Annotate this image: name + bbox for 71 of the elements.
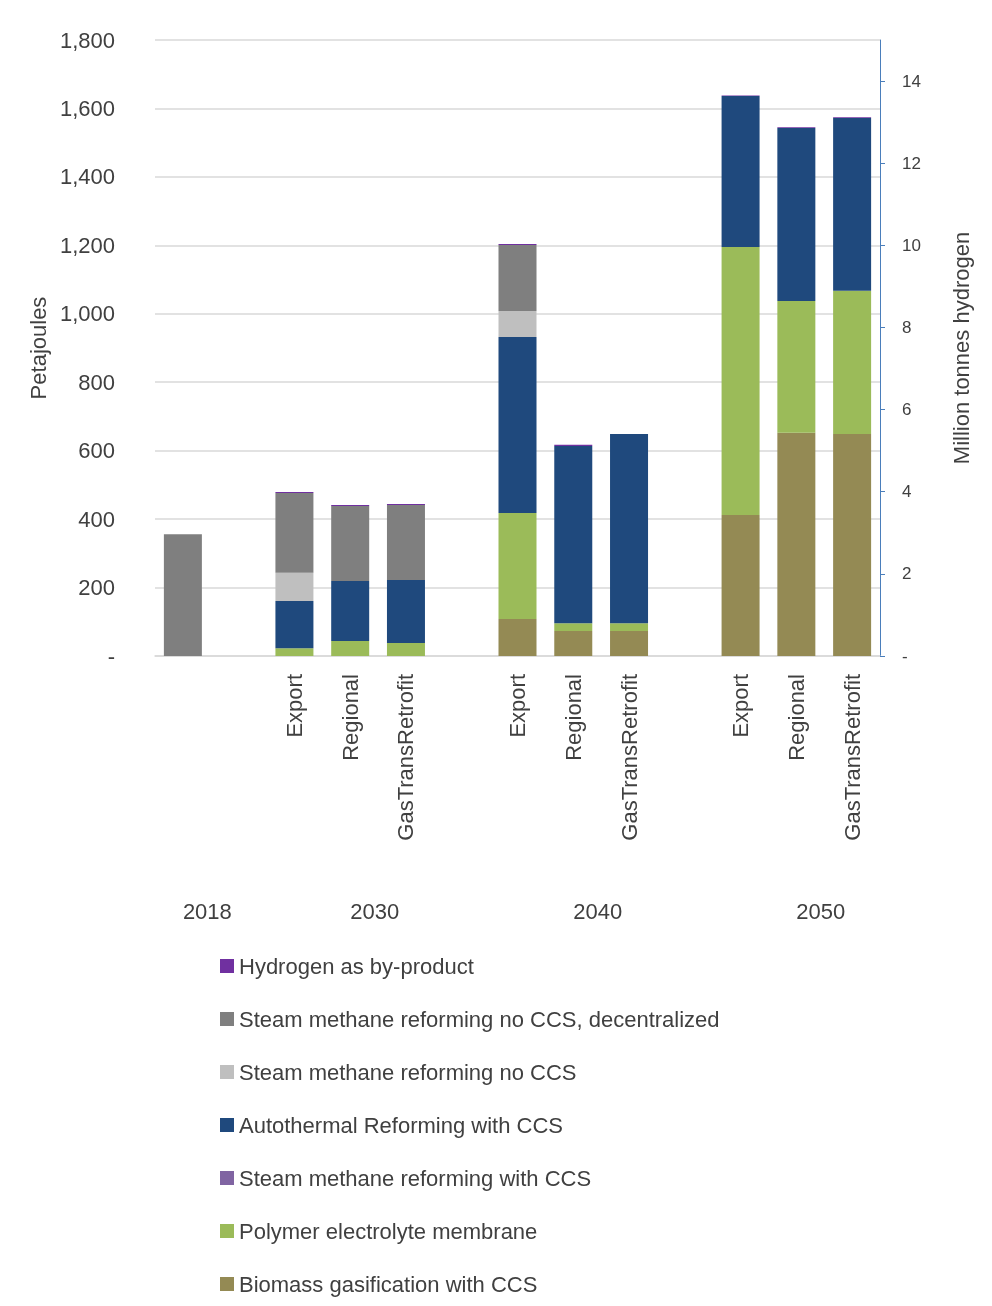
y-tick-label: - xyxy=(107,643,115,669)
x-tick-label: Regional xyxy=(560,674,586,761)
text: 2018 xyxy=(182,898,232,924)
bar xyxy=(275,600,314,649)
y2-tick-label: 6 xyxy=(902,400,912,420)
bar xyxy=(833,290,872,434)
bar xyxy=(386,643,425,656)
legend-label: Biomass gasification with CCS xyxy=(239,1271,538,1297)
bar xyxy=(331,506,370,582)
bar xyxy=(554,631,593,656)
y2-axis-title: Million tonnes hydrogen xyxy=(948,231,974,465)
bar xyxy=(386,505,425,581)
y2-tick-label: 4 xyxy=(902,482,912,502)
bar xyxy=(610,623,649,632)
y2-tick-label: 14 xyxy=(902,71,921,91)
bar xyxy=(498,244,537,312)
bar xyxy=(833,433,872,656)
bar xyxy=(331,581,370,641)
bar xyxy=(554,445,593,624)
bar xyxy=(777,432,816,656)
legend-label: Steam methane reforming with CCS xyxy=(239,1165,592,1191)
bar xyxy=(610,631,649,656)
y-tick-label: 1,800 xyxy=(59,27,115,53)
legend-label: Steam methane reforming no CCS, decentralized xyxy=(239,1006,720,1032)
bar xyxy=(275,493,314,573)
legend-label: Polymer electrolyte membrane xyxy=(239,1218,538,1244)
bar xyxy=(777,301,816,433)
bar xyxy=(721,515,760,656)
y-tick-label: 600 xyxy=(78,438,115,464)
x-tick-label: GasTransRetrofit xyxy=(839,674,865,841)
y-tick-label: 800 xyxy=(78,369,115,395)
x-tick-label: Export xyxy=(505,674,530,738)
y-tick-label: 1,200 xyxy=(59,232,115,258)
bar xyxy=(331,640,370,656)
legend-label: Hydrogen as by-product xyxy=(239,953,474,979)
y2-tick-label: - xyxy=(902,646,908,666)
y-tick-label: 1,000 xyxy=(59,301,115,327)
bar xyxy=(498,619,537,656)
text: 2030 xyxy=(350,898,400,924)
y-tick-label: 200 xyxy=(78,575,115,601)
y2-tick-label: 12 xyxy=(902,153,921,173)
bar xyxy=(275,572,314,601)
bar xyxy=(554,623,593,632)
bar xyxy=(777,127,816,302)
x-tick-label: GasTransRetrofit xyxy=(393,674,419,841)
y-axis-title: Petajoules xyxy=(25,296,51,400)
bar xyxy=(498,337,537,513)
x-tick-label: Export xyxy=(281,674,307,738)
bar xyxy=(163,534,202,656)
bar xyxy=(721,96,760,248)
text: 2050 xyxy=(796,898,846,924)
x-tick-label: Regional xyxy=(337,674,363,761)
x-tick-label: Export xyxy=(728,674,754,738)
y-tick-label: 1,400 xyxy=(59,164,115,190)
y2-tick-label: 8 xyxy=(902,317,912,337)
y-tick-label: 1,600 xyxy=(59,95,115,121)
bar xyxy=(275,648,314,656)
legend-label: Autothermal Reforming with CCS xyxy=(239,1112,564,1138)
bar xyxy=(833,118,872,291)
y2-tick-label: 2 xyxy=(902,564,912,584)
legend-label: Steam methane reforming no CCS xyxy=(239,1059,577,1085)
x-tick-label: GasTransRetrofit xyxy=(616,674,642,841)
bar xyxy=(386,580,425,643)
bar xyxy=(721,247,760,515)
y-tick-label: 400 xyxy=(78,506,115,532)
bar xyxy=(498,512,537,620)
text: 2040 xyxy=(573,898,623,924)
bar xyxy=(498,311,537,338)
x-tick-label: Regional xyxy=(783,674,809,761)
y2-tick-label: 10 xyxy=(902,235,921,255)
bar xyxy=(610,433,649,624)
